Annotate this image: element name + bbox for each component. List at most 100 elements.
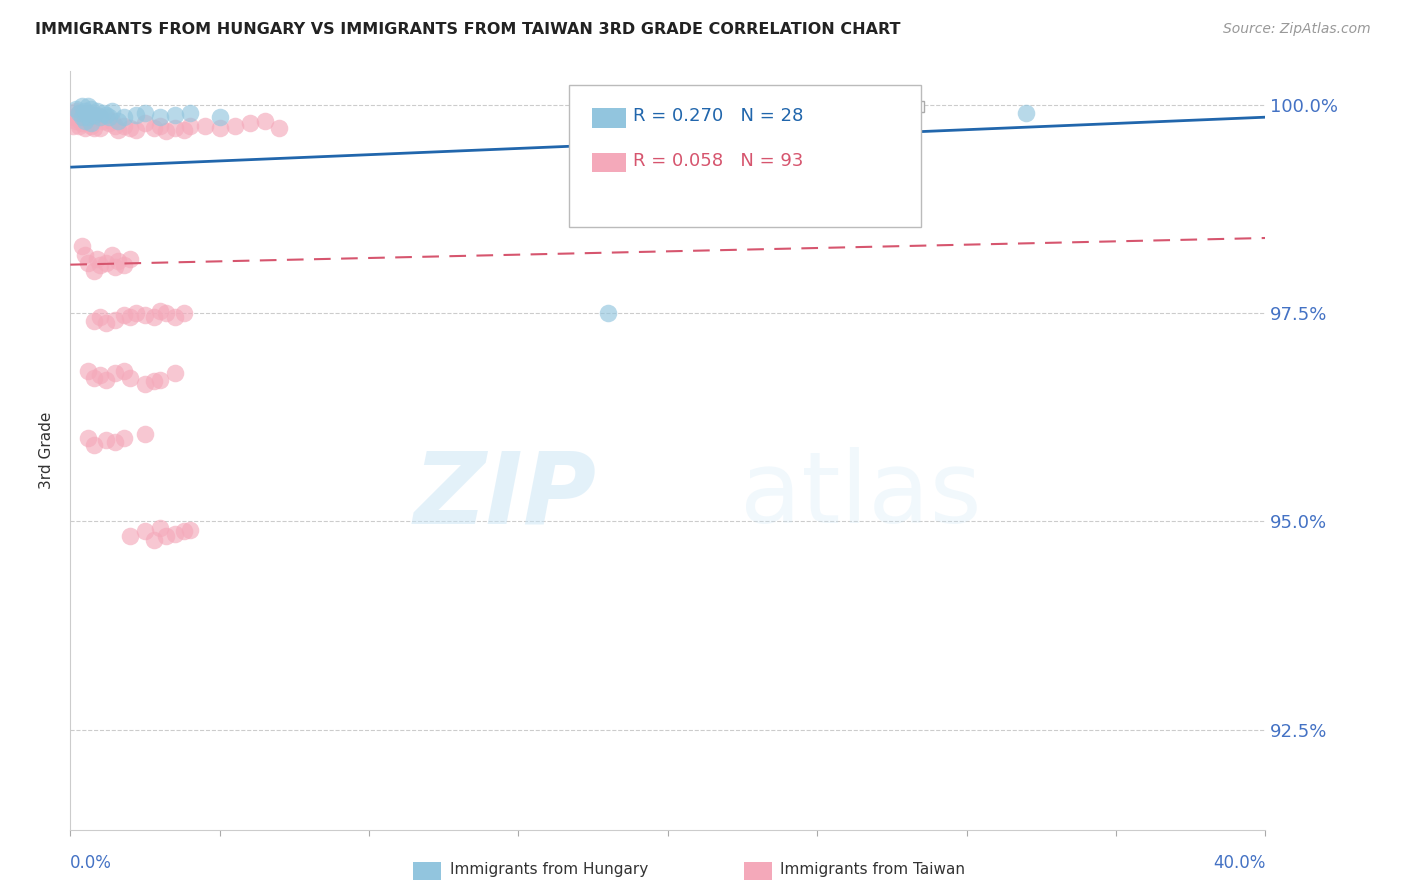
Immigrants from Taiwan — [91, 114, 114, 128]
Immigrants from Taiwan — [149, 373, 172, 387]
Immigrants from Taiwan — [80, 106, 103, 120]
Immigrants from Hungary — [598, 306, 620, 320]
Immigrants from Taiwan — [179, 119, 201, 133]
Immigrants from Taiwan — [89, 368, 111, 383]
Immigrants from Taiwan — [107, 122, 129, 136]
Immigrants from Taiwan — [101, 247, 124, 261]
Immigrants from Taiwan — [173, 306, 195, 320]
Text: Immigrants from Taiwan: Immigrants from Taiwan — [780, 863, 966, 877]
Immigrants from Hungary — [77, 106, 100, 120]
Text: Source: ZipAtlas.com: Source: ZipAtlas.com — [1223, 22, 1371, 37]
Immigrants from Taiwan — [75, 106, 97, 120]
Immigrants from Taiwan — [101, 114, 124, 128]
Immigrants from Taiwan — [83, 314, 105, 328]
Immigrants from Taiwan — [89, 310, 111, 325]
Immigrants from Taiwan — [89, 258, 111, 272]
Immigrants from Taiwan — [104, 312, 127, 326]
Immigrants from Taiwan — [83, 110, 105, 124]
Immigrants from Taiwan — [120, 529, 141, 543]
Immigrants from Taiwan — [155, 306, 177, 320]
Immigrants from Taiwan — [149, 521, 172, 535]
Immigrants from Taiwan — [194, 119, 217, 133]
Legend:  — [912, 101, 924, 112]
Immigrants from Taiwan — [155, 124, 177, 138]
Immigrants from Taiwan — [77, 431, 100, 445]
Immigrants from Taiwan — [83, 371, 105, 385]
Immigrants from Hungary — [70, 110, 93, 124]
Immigrants from Taiwan — [98, 116, 121, 130]
Immigrants from Taiwan — [120, 310, 141, 325]
Immigrants from Taiwan — [149, 119, 172, 133]
Immigrants from Hungary — [67, 106, 90, 120]
Immigrants from Taiwan — [67, 119, 90, 133]
Immigrants from Taiwan — [173, 524, 195, 539]
Immigrants from Taiwan — [112, 258, 135, 272]
Immigrants from Taiwan — [75, 112, 97, 127]
Immigrants from Taiwan — [77, 108, 100, 122]
Immigrants from Taiwan — [75, 121, 97, 136]
Text: 0.0%: 0.0% — [70, 854, 112, 871]
Immigrants from Taiwan — [96, 110, 118, 124]
Immigrants from Hungary — [75, 104, 97, 119]
Immigrants from Taiwan — [96, 256, 118, 270]
Text: R = 0.058   N = 93: R = 0.058 N = 93 — [633, 152, 803, 169]
Immigrants from Hungary — [125, 108, 148, 122]
Immigrants from Hungary — [163, 108, 186, 122]
Text: ZIP: ZIP — [413, 448, 596, 544]
Immigrants from Taiwan — [143, 310, 166, 325]
Immigrants from Taiwan — [163, 121, 186, 136]
Immigrants from Taiwan — [120, 252, 141, 266]
Immigrants from Hungary — [70, 99, 93, 113]
Immigrants from Hungary — [89, 110, 111, 124]
Immigrants from Taiwan — [70, 108, 93, 122]
Immigrants from Hungary — [98, 110, 121, 124]
Immigrants from Taiwan — [143, 121, 166, 136]
Immigrants from Taiwan — [134, 376, 156, 391]
Immigrants from Taiwan — [62, 119, 84, 133]
Immigrants from Hungary — [208, 110, 231, 124]
Immigrants from Taiwan — [104, 435, 127, 450]
Immigrants from Taiwan — [77, 114, 100, 128]
Immigrants from Hungary — [91, 106, 114, 120]
Immigrants from Hungary — [134, 106, 156, 120]
Immigrants from Taiwan — [65, 104, 87, 119]
Text: Immigrants from Hungary: Immigrants from Hungary — [450, 863, 648, 877]
Immigrants from Taiwan — [96, 316, 118, 330]
Immigrants from Taiwan — [179, 523, 201, 537]
Immigrants from Hungary — [86, 104, 108, 119]
Immigrants from Taiwan — [104, 366, 127, 380]
Immigrants from Hungary — [83, 108, 105, 122]
Immigrants from Taiwan — [96, 433, 118, 447]
Immigrants from Taiwan — [253, 114, 276, 128]
Immigrants from Taiwan — [80, 119, 103, 133]
Immigrants from Taiwan — [134, 524, 156, 539]
Text: IMMIGRANTS FROM HUNGARY VS IMMIGRANTS FROM TAIWAN 3RD GRADE CORRELATION CHART: IMMIGRANTS FROM HUNGARY VS IMMIGRANTS FR… — [35, 22, 901, 37]
Immigrants from Taiwan — [96, 373, 118, 387]
Immigrants from Taiwan — [70, 239, 93, 253]
Immigrants from Taiwan — [134, 426, 156, 441]
Immigrants from Taiwan — [155, 529, 177, 543]
Immigrants from Taiwan — [163, 366, 186, 380]
Immigrants from Taiwan — [67, 112, 90, 127]
Immigrants from Taiwan — [83, 437, 105, 451]
Immigrants from Hungary — [179, 106, 201, 120]
Immigrants from Taiwan — [77, 364, 100, 378]
Immigrants from Hungary — [77, 99, 100, 113]
Immigrants from Taiwan — [77, 256, 100, 270]
Immigrants from Hungary — [75, 114, 97, 128]
Immigrants from Taiwan — [112, 119, 135, 133]
Text: 40.0%: 40.0% — [1213, 854, 1265, 871]
Immigrants from Taiwan — [143, 533, 166, 547]
Text: atlas: atlas — [740, 448, 981, 544]
Immigrants from Taiwan — [112, 308, 135, 322]
Immigrants from Hungary — [112, 110, 135, 124]
Immigrants from Taiwan — [83, 121, 105, 136]
Immigrants from Taiwan — [269, 121, 291, 136]
Immigrants from Taiwan — [112, 364, 135, 378]
Immigrants from Taiwan — [67, 106, 90, 120]
Immigrants from Taiwan — [173, 122, 195, 136]
Immigrants from Taiwan — [143, 374, 166, 388]
Immigrants from Taiwan — [89, 110, 111, 124]
Immigrants from Taiwan — [224, 119, 246, 133]
Immigrants from Taiwan — [149, 304, 172, 318]
